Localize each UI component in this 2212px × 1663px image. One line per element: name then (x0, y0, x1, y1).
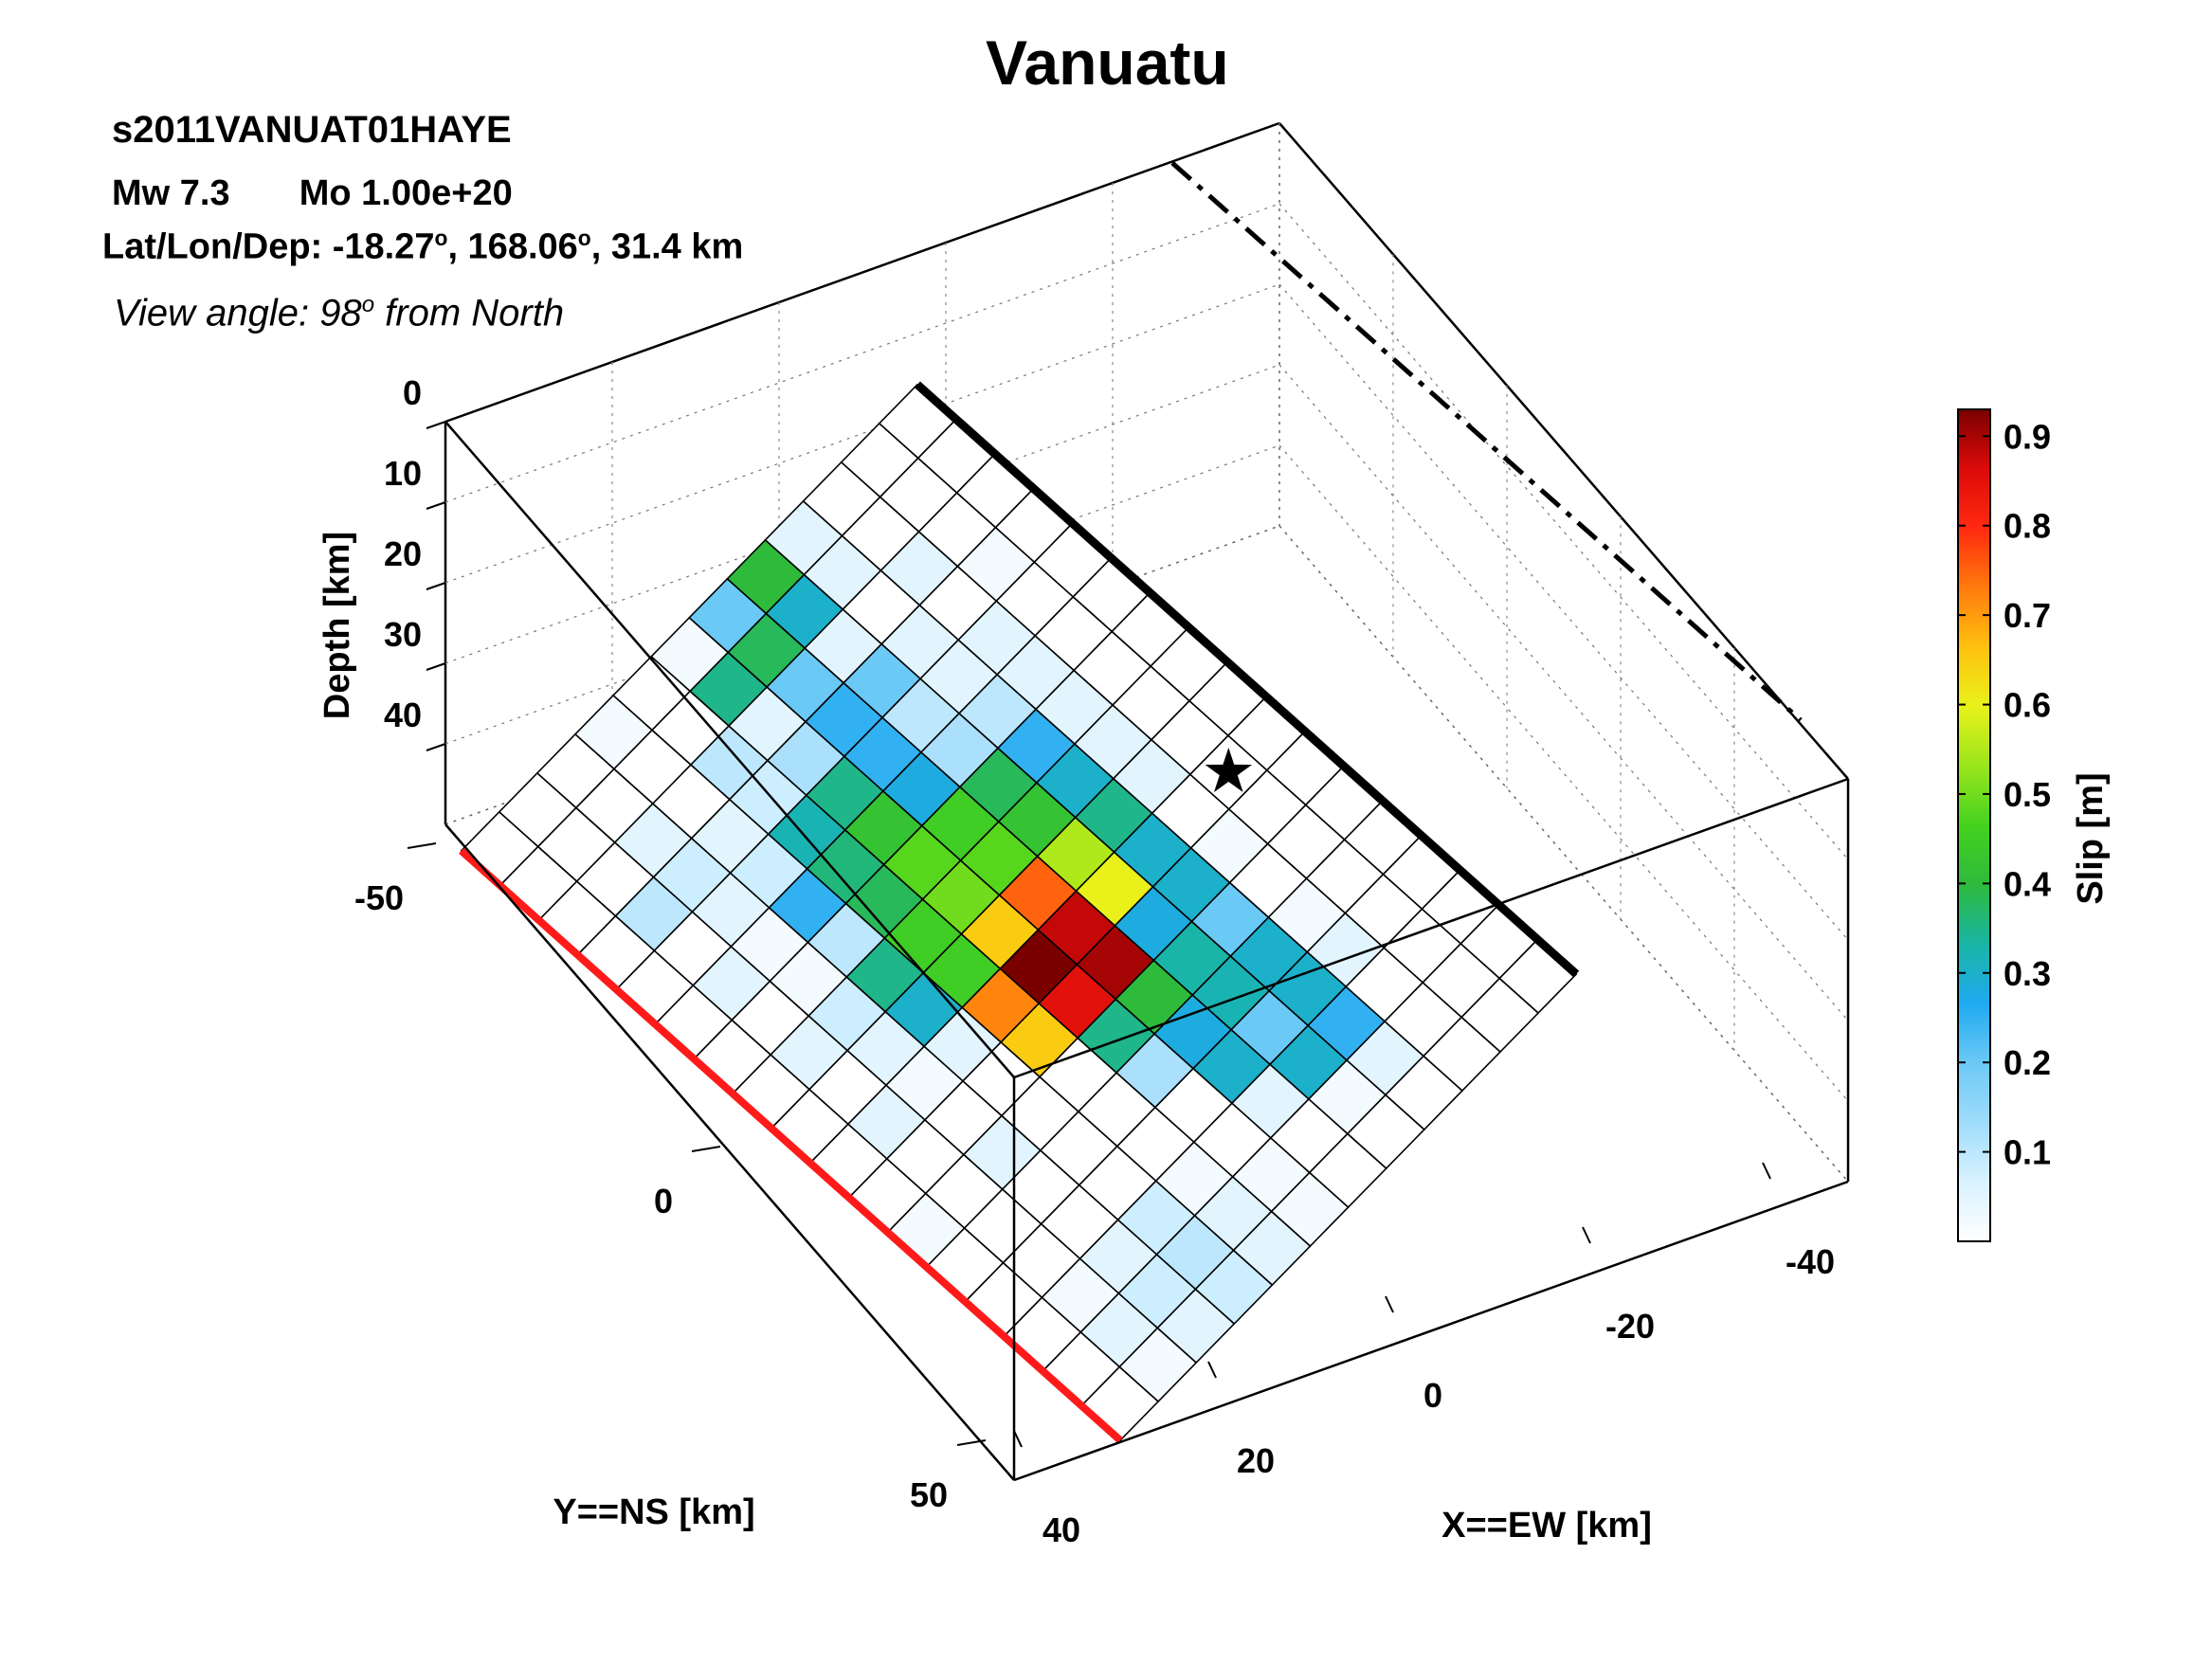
colorbar-tick-label: 0.2 (2003, 1043, 2051, 1082)
y-tick-label: 50 (910, 1475, 948, 1514)
slip-patches (459, 381, 1580, 1443)
depth-gridline (1278, 203, 1849, 860)
view-angle-suffix: from North (374, 292, 565, 334)
x-tick (1385, 1295, 1394, 1313)
depth-tick (426, 501, 446, 510)
depth-axis-label: Depth [km] (317, 532, 357, 719)
magnitude-line: Mw 7.3 Mo 1.00e+20 (112, 173, 513, 214)
view-angle-prefix: View angle: 98 (114, 292, 362, 334)
x-tick-label: -20 (1605, 1307, 1655, 1346)
box-edge-floor-front (1013, 1180, 1849, 1482)
y-tick (407, 842, 437, 849)
location-lon: , 168.06 (447, 226, 578, 267)
x-tick (1582, 1226, 1591, 1244)
box-edge-top-front-right (1013, 777, 1849, 1079)
colorbar-label: Slip [m] (2071, 772, 2111, 904)
box-edge-floor-left (444, 823, 1015, 1481)
colorbar-tick-label: 0.4 (2003, 864, 2051, 903)
axis-ticks: 0 10 20 30 40 Depth [km] -50 0 50 Y==NS [km] 40 20 0… (317, 373, 1835, 1549)
degree-symbol: o (361, 292, 375, 317)
x-tick (1762, 1162, 1771, 1180)
mo-label: Mo 1.00e+20 (299, 173, 513, 213)
depth-gridline (444, 283, 1280, 584)
colorbar: 0.9 0.8 0.7 0.6 0.5 0.4 0.3 0.2 0.1 Slip [m] (1957, 408, 2111, 1242)
trench-line (459, 847, 1123, 1443)
x-tick (1013, 1430, 1023, 1448)
depth-tick-label: 30 (384, 615, 422, 654)
y-axis-label: Y==NS [km] (553, 1492, 754, 1532)
depth-tick-label: 0 (403, 373, 422, 412)
depth-tick-label: 10 (384, 454, 422, 493)
depth-tick-label: 20 (384, 534, 422, 573)
colorbar-tick-label: 0.7 (2003, 596, 2051, 635)
fault-trace-projection (1170, 161, 1803, 722)
y-tick (956, 1439, 987, 1446)
fault-top-edge (914, 381, 1580, 978)
x-axis-label: X==EW [km] (1441, 1506, 1652, 1546)
depth-tick (426, 662, 446, 671)
degree-symbol: o (434, 226, 448, 250)
colorbar-tick-label: 0.5 (2003, 775, 2051, 814)
depth-tick (426, 743, 446, 751)
chart-title: Vanuatu (986, 27, 1229, 98)
location-line: Lat/Lon/Dep: -18.27o, 168.06o, 31.4 km (102, 226, 743, 268)
box-edge-top-right (1278, 122, 1849, 780)
view-angle-line: View angle: 98o from North (114, 292, 564, 334)
depth-tick (426, 421, 446, 429)
mw-label: Mw 7.3 (112, 173, 230, 213)
colorbar-tick-label: 0.8 (2003, 507, 2051, 546)
colorbar-gradient (1957, 408, 1991, 1242)
depth-tick (426, 582, 446, 590)
box-edge-top-front-left (444, 421, 1015, 1078)
x-tick-label: 20 (1237, 1441, 1275, 1480)
colorbar-tick-label: 0.3 (2003, 954, 2051, 993)
hypocenter-star (1205, 748, 1252, 792)
y-tick-label: 0 (654, 1182, 673, 1220)
depth-gridline (444, 364, 1280, 664)
x-tick-label: 0 (1423, 1376, 1442, 1415)
colorbar-tick-label: 0.6 (2003, 686, 2051, 725)
x-tick-label: 40 (1043, 1510, 1080, 1549)
depth-gridline (444, 203, 1280, 503)
degree-symbol: o (577, 226, 591, 250)
y-tick (691, 1146, 721, 1152)
axes-box-front (444, 421, 1849, 1482)
x-tick (1207, 1361, 1217, 1379)
y-tick-label: -50 (354, 878, 404, 917)
colorbar-tick-label: 0.9 (2003, 417, 2051, 456)
location-depth: , 31.4 km (590, 226, 744, 267)
box-edge-top-back (444, 121, 1280, 424)
colorbar-tick-label: 0.1 (2003, 1133, 2051, 1172)
depth-gridline (444, 444, 1280, 745)
x-tick-label: -40 (1786, 1242, 1835, 1281)
location-lat: Lat/Lon/Dep: -18.27 (102, 226, 435, 267)
depth-tick-label: 40 (384, 696, 422, 734)
event-id: s2011VANUAT01HAYE (112, 109, 512, 151)
